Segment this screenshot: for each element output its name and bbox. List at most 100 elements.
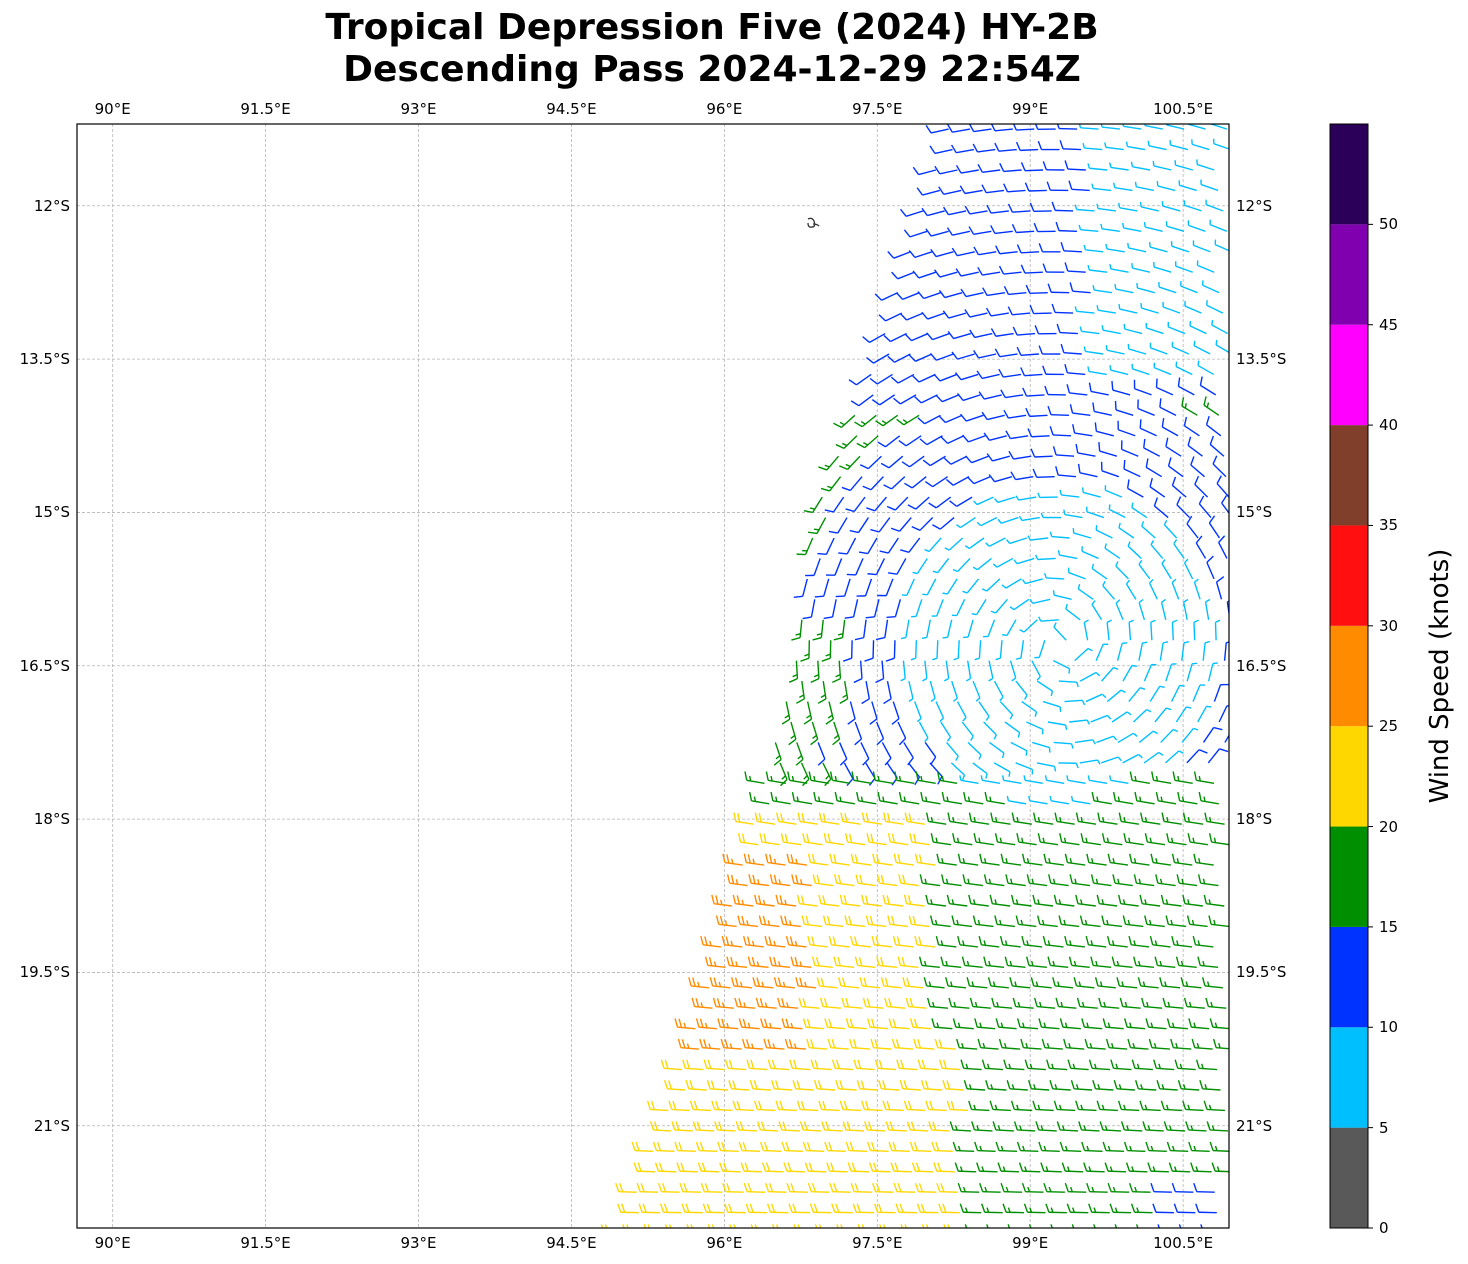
wind-barb bbox=[903, 742, 914, 766]
wind-barb bbox=[1123, 1018, 1146, 1030]
wind-barb bbox=[1123, 323, 1143, 335]
wind-barb bbox=[935, 394, 960, 403]
wind-barb bbox=[890, 1162, 912, 1173]
wind-barb bbox=[886, 496, 909, 511]
wind-barb bbox=[1027, 535, 1049, 541]
wind-barb bbox=[900, 537, 921, 554]
wind-barb bbox=[994, 496, 1016, 504]
wind-barb bbox=[875, 660, 885, 684]
wind-barb bbox=[986, 204, 1009, 214]
wind-barb bbox=[953, 640, 960, 661]
wind-barb bbox=[1135, 1080, 1157, 1091]
wind-barb bbox=[791, 791, 813, 805]
wind-barb bbox=[820, 476, 842, 492]
wind-barb bbox=[963, 791, 984, 805]
map-gridlines bbox=[77, 124, 1229, 1228]
wind-barb bbox=[1112, 874, 1133, 887]
wind-barb bbox=[657, 1182, 680, 1193]
wind-barb bbox=[1163, 519, 1178, 539]
wind-barb bbox=[1170, 684, 1185, 702]
wind-barb bbox=[1020, 1038, 1042, 1050]
wind-barb bbox=[947, 330, 972, 340]
wind-barb bbox=[1117, 420, 1136, 437]
wind-barb bbox=[972, 680, 981, 702]
wind-barb bbox=[1127, 242, 1147, 253]
wind-barb bbox=[854, 956, 876, 969]
wind-barb bbox=[770, 791, 791, 805]
wind-barb bbox=[861, 1100, 883, 1112]
wind-barb bbox=[1045, 1203, 1067, 1214]
wind-barb bbox=[1183, 558, 1194, 580]
wind-barb bbox=[1170, 1038, 1192, 1050]
wind-barb bbox=[912, 270, 937, 279]
wind-barb bbox=[1114, 1224, 1122, 1228]
wind-barb bbox=[1095, 643, 1109, 661]
wind-barb bbox=[824, 1141, 846, 1153]
wind-barb bbox=[871, 935, 893, 948]
wind-barb bbox=[1104, 1162, 1127, 1173]
wind-barb bbox=[1059, 1141, 1082, 1153]
wind-barb bbox=[1172, 771, 1193, 785]
wind-barb bbox=[702, 1203, 725, 1214]
wind-barb bbox=[1000, 389, 1024, 399]
wind-barb bbox=[1127, 343, 1147, 355]
wind-barb bbox=[876, 874, 898, 887]
wind-barb bbox=[1171, 619, 1178, 641]
wind-barb bbox=[853, 1059, 875, 1071]
wind-barb bbox=[1078, 224, 1099, 233]
wind-barb bbox=[1123, 1141, 1146, 1153]
wind-barb bbox=[615, 1182, 637, 1193]
wind-barb bbox=[950, 144, 975, 154]
wind-barb bbox=[954, 1162, 977, 1173]
wind-barb bbox=[925, 228, 949, 237]
lat-tick-label-left: 15°S bbox=[33, 503, 70, 522]
wind-barb bbox=[849, 517, 870, 534]
wind-barb bbox=[929, 680, 936, 702]
wind-barb bbox=[860, 742, 870, 766]
wind-barb bbox=[1078, 1121, 1100, 1132]
wind-barb bbox=[1064, 935, 1085, 948]
wind-barb bbox=[932, 640, 939, 661]
wind-barb bbox=[1053, 741, 1074, 749]
wind-barb bbox=[785, 935, 807, 948]
wind-barb bbox=[1117, 1100, 1140, 1112]
wind-barb bbox=[908, 680, 914, 703]
wind-barb bbox=[1208, 833, 1229, 846]
wind-barb bbox=[940, 435, 965, 444]
wind-barb bbox=[887, 251, 911, 259]
wind-barb bbox=[1130, 161, 1151, 171]
wind-barb bbox=[1175, 361, 1193, 376]
wind-barb bbox=[971, 598, 987, 616]
wind-barb bbox=[747, 956, 769, 969]
wind-barb bbox=[914, 853, 936, 866]
wind-barb bbox=[914, 394, 938, 404]
wind-barb bbox=[1053, 1100, 1076, 1112]
wind-barb bbox=[869, 701, 878, 725]
wind-barb bbox=[1184, 301, 1202, 314]
wind-barb bbox=[1165, 437, 1182, 457]
wind-barb bbox=[861, 812, 883, 825]
wind-barb bbox=[1004, 956, 1026, 969]
wind-barb bbox=[1091, 600, 1103, 621]
lat-tick-label-right: 15°S bbox=[1236, 503, 1273, 522]
wind-barb bbox=[1063, 509, 1083, 519]
wind-barb bbox=[1114, 283, 1134, 294]
wind-barb bbox=[818, 455, 840, 471]
wind-barb bbox=[825, 558, 843, 576]
wind-barb bbox=[964, 1224, 972, 1228]
wind-barb bbox=[1078, 124, 1099, 130]
wind-barb bbox=[1029, 305, 1052, 315]
wind-barb bbox=[1044, 572, 1065, 580]
wind-barb bbox=[844, 833, 866, 846]
wind-barb bbox=[1134, 181, 1155, 192]
wind-barb bbox=[829, 853, 850, 866]
wind-barb bbox=[967, 741, 982, 760]
wind-barb bbox=[1162, 997, 1184, 1009]
wind-barb bbox=[1161, 201, 1181, 212]
colorbar-tick-label: 0 bbox=[1379, 1219, 1389, 1237]
wind-barb bbox=[976, 370, 1000, 380]
wind-barb bbox=[1136, 282, 1155, 294]
wind-barb bbox=[810, 721, 819, 746]
wind-barb bbox=[1010, 741, 1028, 756]
wind-barb bbox=[1123, 459, 1141, 478]
